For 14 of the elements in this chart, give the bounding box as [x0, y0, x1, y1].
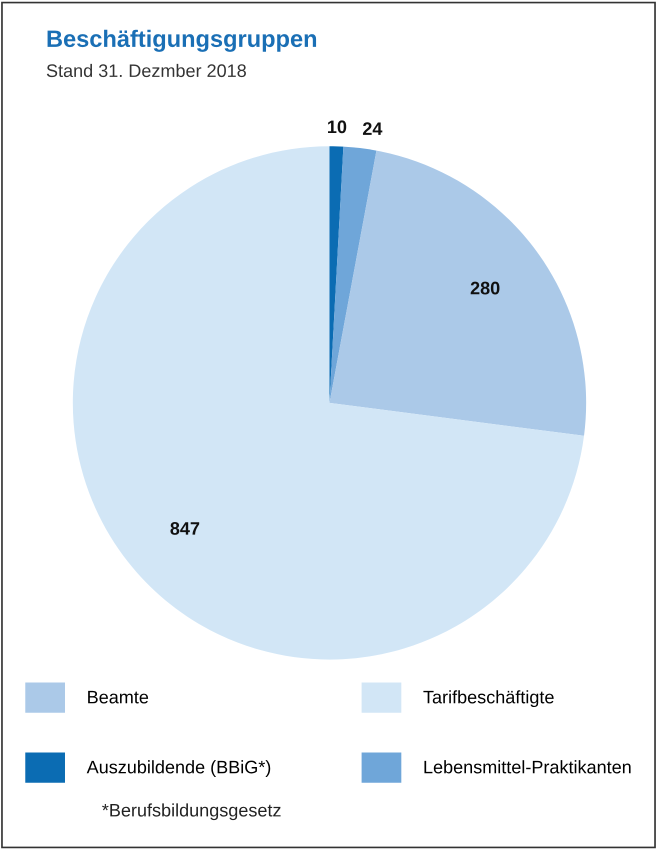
legend-label: Auszubildende (BBiG*): [86, 760, 270, 778]
data-label: 10: [328, 120, 346, 134]
legend-label: Lebensmittel-Praktikanten: [424, 760, 631, 774]
pie-slice: [329, 150, 586, 436]
data-label: 847: [170, 522, 200, 535]
data-label: 280: [470, 282, 500, 294]
text: *Berufsbildungsgesetz: [102, 803, 281, 820]
pie-slice: [329, 146, 376, 403]
legend-label: Beamte: [88, 690, 148, 704]
chart-title: Beschäftigungsgruppen: [48, 30, 316, 52]
legend-label: Tarifbeschäftigte: [423, 690, 554, 708]
pie-slice: [72, 146, 584, 660]
chart-subtitle: Stand 31. Dezmber 2018: [46, 64, 246, 78]
data-label: 24: [362, 122, 382, 135]
